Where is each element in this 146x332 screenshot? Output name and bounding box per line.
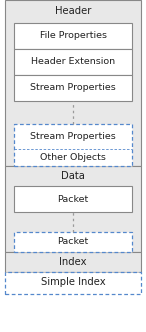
Text: Stream Properties: Stream Properties xyxy=(30,84,116,93)
Text: Header: Header xyxy=(55,6,91,16)
Bar xyxy=(14,186,132,212)
Text: File Properties: File Properties xyxy=(40,32,106,41)
Text: Data: Data xyxy=(61,171,85,181)
Bar xyxy=(14,75,132,101)
Bar xyxy=(14,124,132,166)
Bar xyxy=(5,252,141,272)
Bar xyxy=(14,232,132,252)
Bar xyxy=(5,272,141,294)
Bar xyxy=(14,23,132,49)
Text: Simple Index: Simple Index xyxy=(41,277,105,287)
Text: Header Extension: Header Extension xyxy=(31,57,115,66)
Text: Stream Properties: Stream Properties xyxy=(30,132,116,141)
Bar xyxy=(14,49,132,75)
Bar xyxy=(5,0,141,166)
Bar xyxy=(5,166,141,252)
Text: Index: Index xyxy=(59,257,87,267)
Text: Other Objects: Other Objects xyxy=(40,153,106,162)
Text: Packet: Packet xyxy=(57,237,89,246)
Text: Packet: Packet xyxy=(57,195,89,204)
